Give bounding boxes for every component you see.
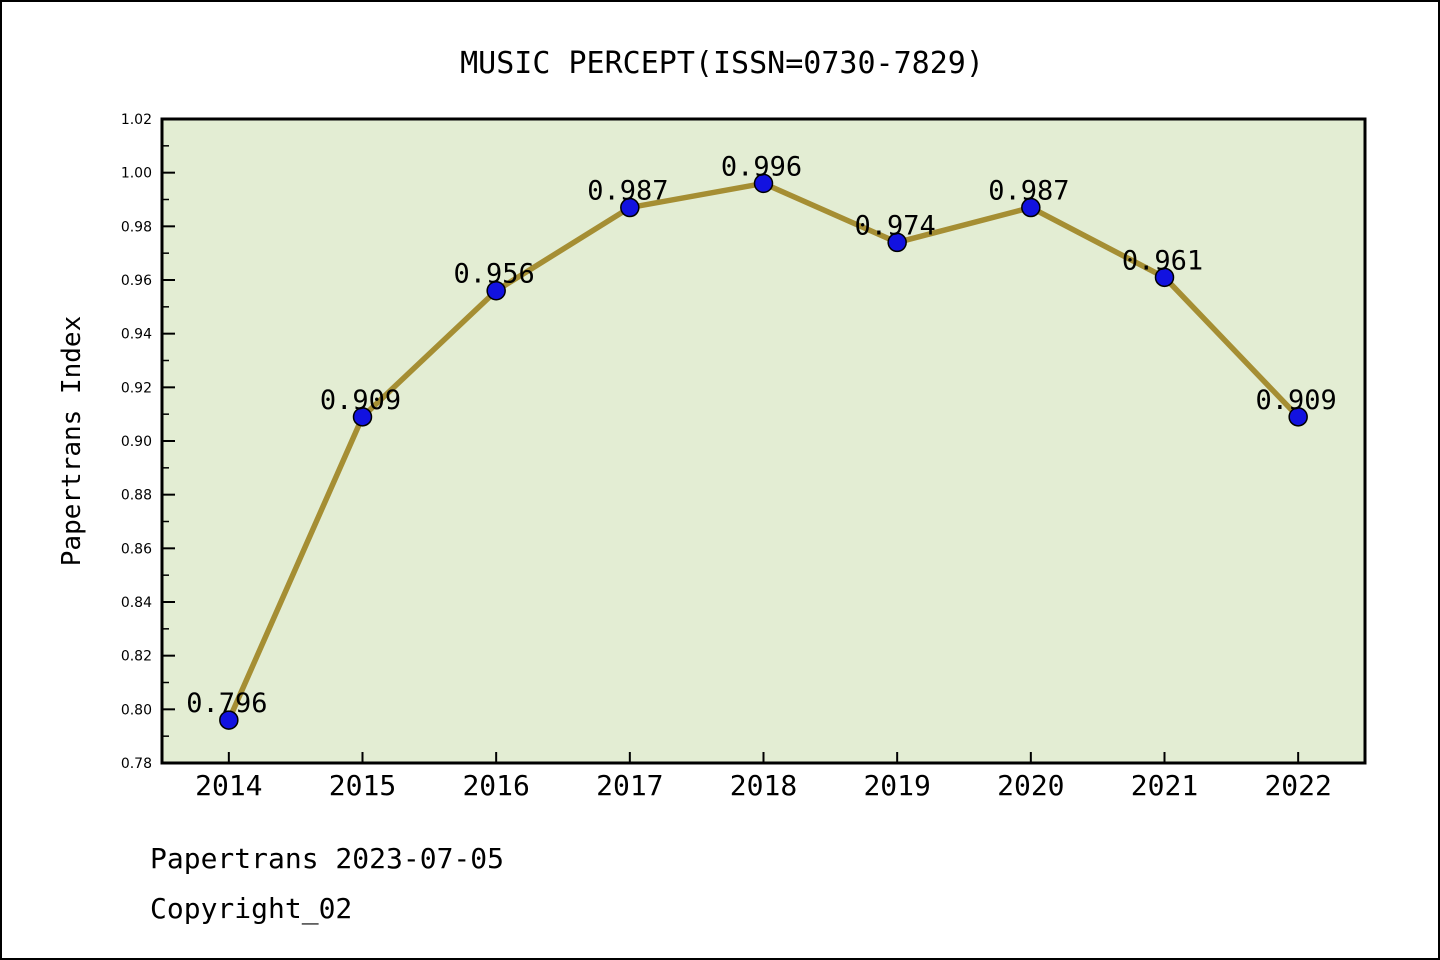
y-tick-label: 0.96 [121, 273, 152, 289]
x-tick-label: 2022 [1264, 769, 1331, 802]
footer-source-text: Papertrans 2023-07-05 [150, 842, 504, 875]
data-point-label: 0.909 [1256, 385, 1337, 416]
data-point [1154, 267, 1175, 288]
data-point [753, 173, 774, 194]
x-tick-label: 2018 [730, 769, 797, 802]
x-axis-ticks [227, 752, 1300, 763]
data-point [352, 407, 373, 427]
x-tick-label: 2017 [596, 769, 663, 802]
data-point-label: 0.796 [186, 688, 267, 719]
x-tick-label: 2014 [195, 769, 262, 802]
footer-copyright-text: Copyright_02 [150, 892, 352, 926]
data-point-label: 0.956 [454, 259, 535, 290]
data-point-labels-group: 0.796 0.909 0.956 0.987 0.996 0.974 0.987 0.961… [186, 151, 1337, 719]
y-tick-label: 0.98 [121, 219, 152, 235]
y-tick-label: 0.86 [121, 541, 152, 557]
y-tick-label: 0.80 [121, 702, 152, 718]
y-tick-label: 0.82 [121, 649, 152, 665]
x-axis-tick-labels: 2014 2015 2016 2017 2018 2019 2020 2021 2022 [195, 769, 1332, 802]
x-tick-label: 2019 [863, 769, 930, 802]
x-tick-label: 2020 [997, 769, 1064, 802]
data-point-label: 0.974 [855, 210, 936, 241]
data-point [1288, 407, 1308, 427]
data-point [486, 280, 506, 301]
y-tick-label: 0.88 [121, 488, 152, 504]
y-axis-tick-labels: 0.78 0.80 0.82 0.84 0.86 0.88 0.90 0.92 0.94 0.96… [121, 112, 152, 772]
y-tick-label: 1.02 [121, 112, 152, 128]
y-tick-label: 0.92 [121, 380, 152, 396]
x-tick-label: 2016 [462, 769, 529, 802]
y-tick-label: 0.94 [121, 327, 152, 343]
y-tick-label: 0.90 [121, 434, 152, 450]
y-tick-label: 0.84 [121, 595, 152, 611]
data-point [219, 710, 239, 730]
data-point-label: 0.909 [320, 385, 401, 416]
chart-title: MUSIC PERCEPT(ISSN=0730-7829) [460, 46, 984, 81]
data-point [620, 197, 640, 218]
y-axis-ticks [162, 118, 175, 764]
x-tick-label: 2015 [329, 769, 396, 802]
data-point-label: 0.961 [1122, 245, 1203, 276]
y-tick-label: 0.78 [121, 756, 152, 772]
data-point-label: 0.996 [721, 151, 802, 182]
plot-area [160, 117, 1367, 765]
data-point [887, 232, 907, 253]
data-point-label: 0.987 [988, 176, 1069, 207]
y-axis-label: Papertrans Index [57, 316, 87, 566]
data-point-label: 0.987 [587, 176, 668, 207]
data-points-group [219, 173, 1308, 730]
y-tick-label: 1.00 [121, 166, 152, 182]
data-point [1021, 197, 1041, 218]
x-tick-label: 2021 [1131, 769, 1198, 802]
